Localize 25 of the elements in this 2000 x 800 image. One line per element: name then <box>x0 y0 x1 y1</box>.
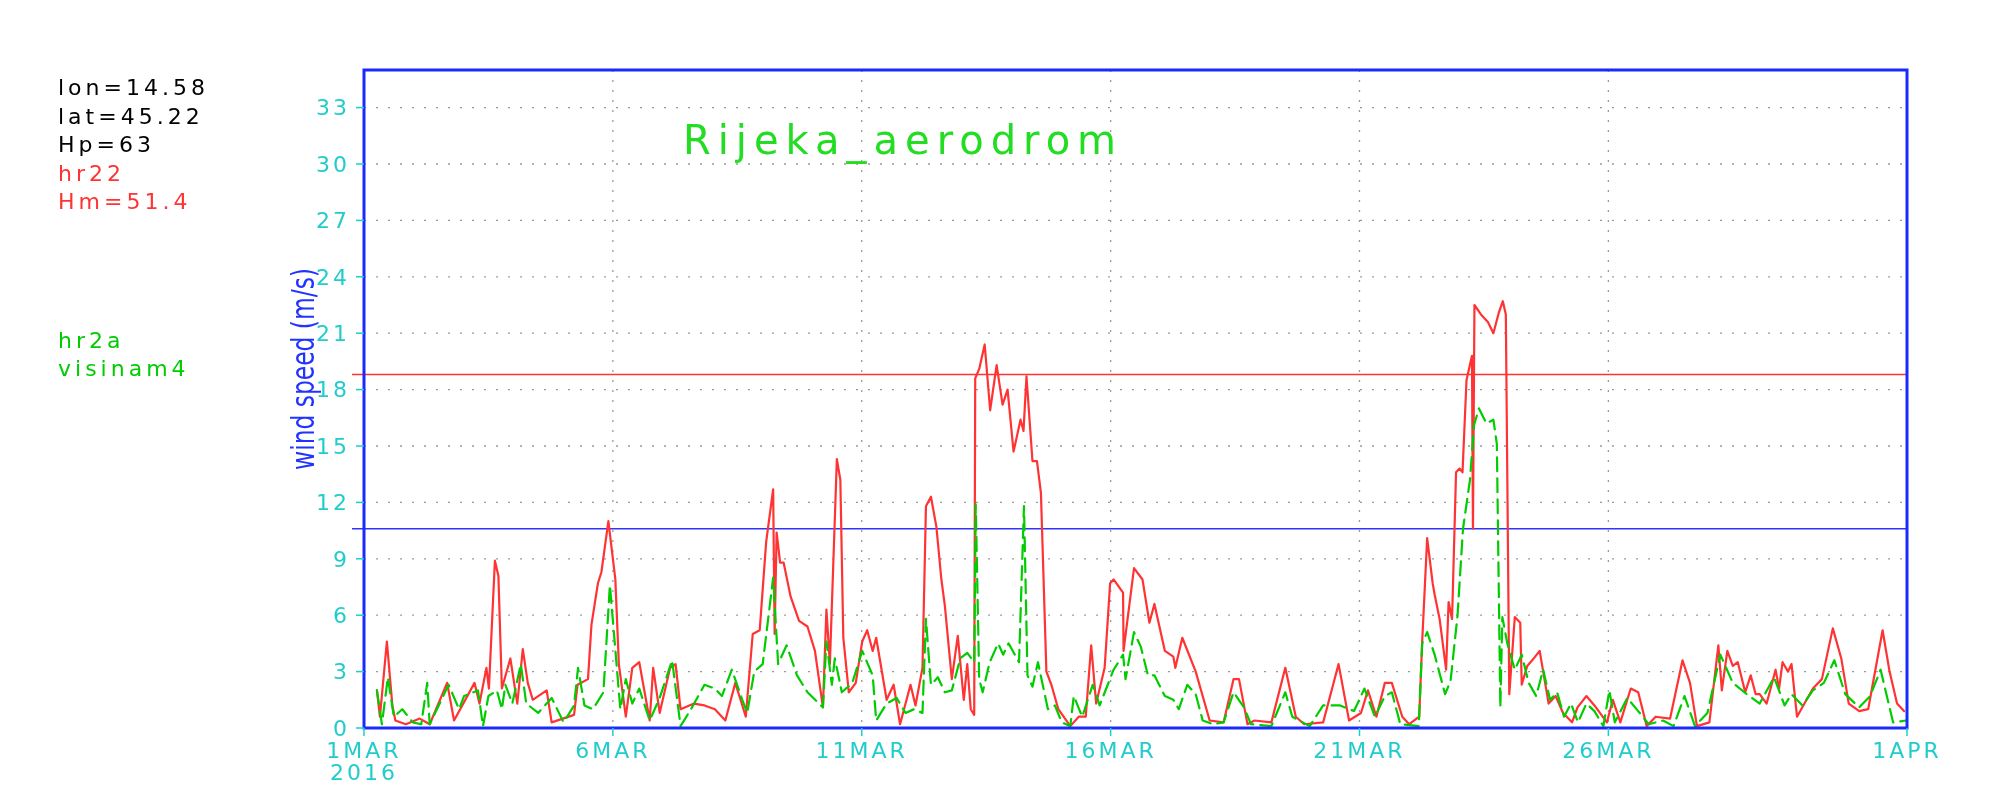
y-tick-label: 27 <box>316 208 350 234</box>
x-tick-label: 1APR <box>1872 738 1942 763</box>
text: lat=45.22 <box>58 103 204 129</box>
text: hr2a <box>58 327 125 353</box>
y-tick-label: 3 <box>333 659 350 685</box>
y-tick-label: 9 <box>333 546 350 572</box>
x-tick-label: 6MAR <box>575 738 651 763</box>
x-tick-label: 11MAR <box>815 738 908 763</box>
text: Hm=51.4 <box>58 189 192 214</box>
y-tick-label: 24 <box>316 264 350 290</box>
y-tick-label: 6 <box>333 602 350 628</box>
x-tick-label: 16MAR <box>1064 738 1157 763</box>
text: visinam4 <box>58 356 190 381</box>
y-tick-label: 12 <box>316 490 350 516</box>
x-tick-label: 1MAR 2016 <box>326 738 402 785</box>
y-tick-label: 30 <box>316 151 350 177</box>
text: lon=14.58 <box>58 75 209 100</box>
line-series <box>375 407 1908 728</box>
x-tick-label: 21MAR <box>1313 738 1406 763</box>
x-tick-label: 26MAR <box>1562 738 1655 763</box>
text: Rijeka_aerodrom <box>682 117 1124 164</box>
y-tick-label: 33 <box>316 95 350 121</box>
text: Hp=63 <box>58 132 155 157</box>
text: hr22 <box>58 160 125 186</box>
y-tick-label: 0 <box>333 715 350 741</box>
